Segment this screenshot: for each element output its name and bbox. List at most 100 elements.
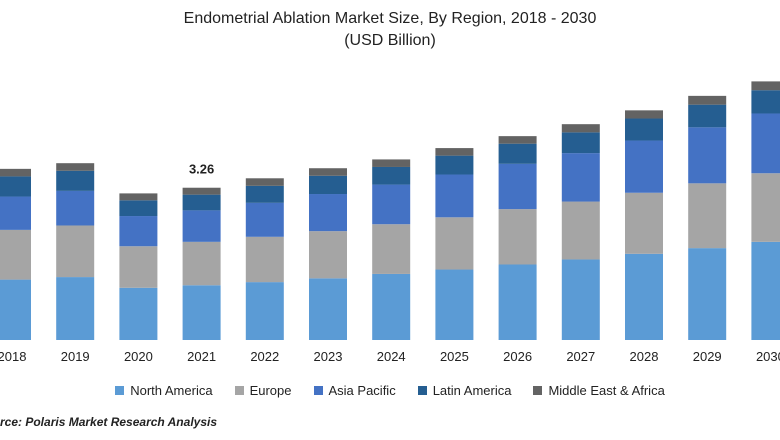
- bar-segment-europe-2021: [182, 241, 221, 286]
- bar-segment-middle-east-and-africa-2025: [435, 148, 474, 156]
- legend-swatch-europe: [234, 386, 244, 395]
- bar-segment-asia-pacific-2030: [751, 113, 780, 174]
- bar-segment-north-america-2024: [372, 273, 411, 340]
- legend-item-middle-east-africa: Middle East & Africa: [533, 383, 665, 398]
- bar-segment-middle-east-and-africa-2030: [751, 81, 780, 91]
- legend-item-latin-america: Latin America: [417, 383, 512, 398]
- legend-swatch-asia-pacific: [313, 386, 323, 395]
- bar-segment-latin-america-2027: [561, 132, 600, 154]
- legend-label-latin-america: Latin America: [432, 383, 512, 398]
- bar-segment-europe-2025: [435, 217, 474, 270]
- bar-segment-north-america-2020: [119, 287, 158, 340]
- bar-segment-middle-east-and-africa-2027: [561, 124, 600, 133]
- x-tick-label-2023: 2023: [314, 349, 343, 364]
- bar-segment-latin-america-2029: [688, 104, 727, 128]
- bar-segment-europe-2020: [119, 246, 158, 288]
- bar-segment-latin-america-2025: [435, 155, 474, 175]
- bar-segment-latin-america-2028: [625, 118, 663, 141]
- legend-swatch-latin-america: [417, 386, 427, 395]
- bar-segment-europe-2028: [625, 192, 663, 254]
- x-tick-label-2020: 2020: [124, 349, 153, 364]
- x-tick-label-2018: 2018: [0, 349, 26, 364]
- x-tick-label-2027: 2027: [566, 349, 595, 364]
- bar-segment-middle-east-and-africa-2028: [625, 110, 663, 119]
- title-block: Endometrial Ablation Market Size, By Reg…: [0, 8, 780, 52]
- bar-segment-asia-pacific-2025: [435, 174, 474, 218]
- bars-layer: [0, 81, 780, 340]
- data-label-2021: 3.26: [189, 162, 214, 177]
- bar-segment-latin-america-2019: [56, 170, 95, 191]
- bar-segment-europe-2023: [309, 231, 347, 279]
- legend-label-middle-east-africa: Middle East & Africa: [548, 383, 665, 398]
- bar-segment-middle-east-and-africa-2022: [245, 178, 284, 186]
- legend-item-europe: Europe: [234, 383, 292, 398]
- x-tick-label-2029: 2029: [693, 349, 722, 364]
- bar-segment-middle-east-and-africa-2021: [182, 187, 221, 195]
- bar-segment-north-america-2018: [0, 279, 31, 340]
- bar-segment-europe-2026: [498, 209, 537, 265]
- bar-segment-middle-east-and-africa-2023: [309, 168, 347, 176]
- x-tick-label-2019: 2019: [61, 349, 90, 364]
- bar-segment-latin-america-2023: [309, 175, 347, 195]
- legend-swatch-north-america: [115, 386, 125, 395]
- bar-segment-latin-america-2020: [119, 200, 158, 217]
- bar-segment-latin-america-2026: [498, 143, 537, 164]
- legend-label-europe: Europe: [249, 383, 292, 398]
- bar-segment-asia-pacific-2029: [688, 127, 727, 184]
- source-note: rce: Polaris Market Research Analysis: [0, 415, 218, 429]
- x-tick-label-2024: 2024: [377, 349, 406, 364]
- bar-segment-asia-pacific-2024: [372, 184, 411, 225]
- legend-label-asia-pacific: Asia Pacific: [328, 383, 396, 398]
- bar-segment-europe-2022: [245, 236, 284, 283]
- legend-item-asia-pacific: Asia Pacific: [313, 383, 396, 398]
- x-tick-label-2025: 2025: [440, 349, 469, 364]
- bar-segment-europe-2018: [0, 229, 31, 280]
- bar-segment-north-america-2029: [688, 248, 727, 340]
- bar-segment-north-america-2028: [625, 253, 663, 340]
- x-tick-label-2030: 2030: [756, 349, 780, 364]
- bar-segment-latin-america-2022: [245, 185, 284, 203]
- bar-segment-asia-pacific-2027: [561, 153, 600, 202]
- bar-segment-middle-east-and-africa-2029: [688, 95, 727, 105]
- legend-item-north-america: North America: [115, 383, 213, 398]
- bar-segment-latin-america-2030: [751, 90, 780, 114]
- bar-segment-asia-pacific-2026: [498, 163, 537, 210]
- bar-segment-north-america-2026: [498, 264, 537, 340]
- legend-swatch-middle-east-africa: [533, 386, 543, 395]
- bar-segment-middle-east-and-africa-2024: [372, 159, 411, 167]
- bar-segment-latin-america-2024: [372, 166, 411, 185]
- bar-segment-middle-east-and-africa-2026: [498, 136, 537, 144]
- bar-segment-europe-2019: [56, 225, 95, 278]
- bar-segment-asia-pacific-2028: [625, 140, 663, 193]
- bar-segment-north-america-2025: [435, 269, 474, 340]
- legend-label-north-america: North America: [130, 383, 213, 398]
- bar-segment-asia-pacific-2021: [182, 210, 221, 242]
- bar-segment-north-america-2022: [245, 282, 284, 340]
- bar-segment-asia-pacific-2023: [309, 194, 347, 232]
- bar-segment-middle-east-and-africa-2019: [56, 163, 95, 171]
- bar-segment-asia-pacific-2022: [245, 202, 284, 237]
- bar-segment-north-america-2021: [182, 285, 221, 340]
- bar-segment-europe-2030: [751, 173, 780, 242]
- bar-segment-middle-east-and-africa-2020: [119, 193, 158, 201]
- bar-segment-north-america-2019: [56, 277, 95, 340]
- bar-segment-asia-pacific-2018: [0, 196, 31, 230]
- labels-layer: 2018 2019 2020 2021 3.26 2022 2023 2024 2025 2026…: [0, 162, 780, 364]
- bar-segment-latin-america-2018: [0, 176, 31, 197]
- bar-segment-asia-pacific-2020: [119, 216, 158, 247]
- bar-segment-middle-east-and-africa-2018: [0, 168, 31, 177]
- bar-segment-europe-2024: [372, 224, 411, 274]
- chart-subtitle: (USD Billion): [344, 32, 436, 49]
- legend: North America Europe Asia Pacific Latin …: [0, 383, 780, 398]
- bar-segment-north-america-2027: [561, 259, 600, 340]
- x-tick-label-2021: 2021: [187, 349, 216, 364]
- x-tick-label-2022: 2022: [250, 349, 279, 364]
- bar-segment-asia-pacific-2019: [56, 190, 95, 226]
- bar-segment-europe-2027: [561, 201, 600, 260]
- bar-segment-latin-america-2021: [182, 194, 221, 211]
- x-tick-label-2028: 2028: [630, 349, 659, 364]
- bar-segment-north-america-2023: [309, 278, 347, 340]
- x-tick-label-2026: 2026: [503, 349, 532, 364]
- bar-segment-europe-2029: [688, 183, 727, 249]
